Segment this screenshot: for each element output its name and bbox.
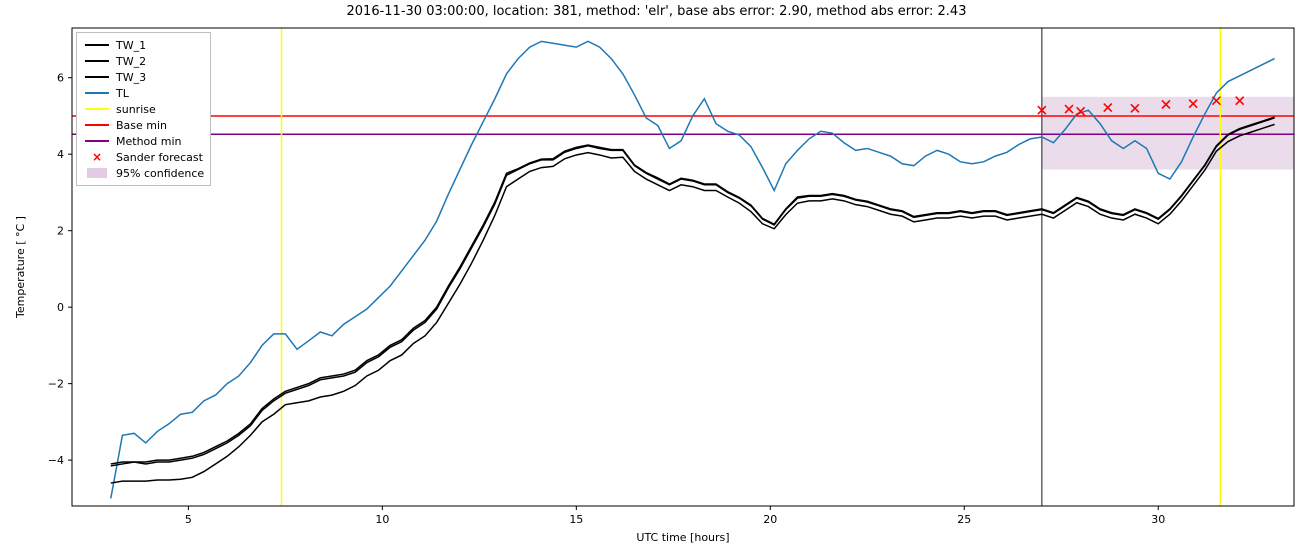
legend-item: TW_3 (83, 69, 204, 85)
ytick-label: 4 (57, 148, 64, 161)
legend-label: TW_3 (116, 71, 146, 84)
legend-item: ×Sander forecast (83, 149, 204, 165)
legend-label: Method min (116, 135, 182, 148)
legend-item: sunrise (83, 101, 204, 117)
chart-container: 2016-11-30 03:00:00, location: 381, meth… (0, 0, 1313, 547)
legend-label: TL (116, 87, 129, 100)
legend-label: 95% confidence (116, 167, 204, 180)
legend-label: TW_1 (116, 39, 146, 52)
ytick-label: 0 (57, 301, 64, 314)
legend-item: TL (83, 85, 204, 101)
xtick-label: 20 (763, 513, 777, 526)
xtick-label: 25 (957, 513, 971, 526)
legend-item: TW_1 (83, 37, 204, 53)
legend-label: sunrise (116, 103, 156, 116)
x-axis-label: UTC time [hours] (636, 531, 729, 544)
xtick-label: 5 (185, 513, 192, 526)
y-axis-label: Temperature [ °C ] (14, 216, 27, 319)
legend-label: Sander forecast (116, 151, 203, 164)
ytick-label: −2 (48, 378, 64, 391)
xtick-label: 15 (569, 513, 583, 526)
xtick-label: 30 (1151, 513, 1165, 526)
chart-title: 2016-11-30 03:00:00, location: 381, meth… (0, 4, 1313, 19)
ytick-label: −4 (48, 454, 64, 467)
xtick-label: 10 (375, 513, 389, 526)
legend-label: Base min (116, 119, 167, 132)
legend: TW_1 TW_2 TW_3 TL sunrise Base min Method min×… (76, 32, 211, 186)
legend-item: Base min (83, 117, 204, 133)
legend-item: TW_2 (83, 53, 204, 69)
ytick-label: 2 (57, 225, 64, 238)
series-tw1 (111, 118, 1275, 466)
legend-label: TW_2 (116, 55, 146, 68)
ytick-label: 6 (57, 72, 64, 85)
legend-item: Method min (83, 133, 204, 149)
confidence-band (1042, 97, 1294, 170)
series-tw3 (111, 124, 1275, 483)
legend-item: 95% confidence (83, 165, 204, 181)
